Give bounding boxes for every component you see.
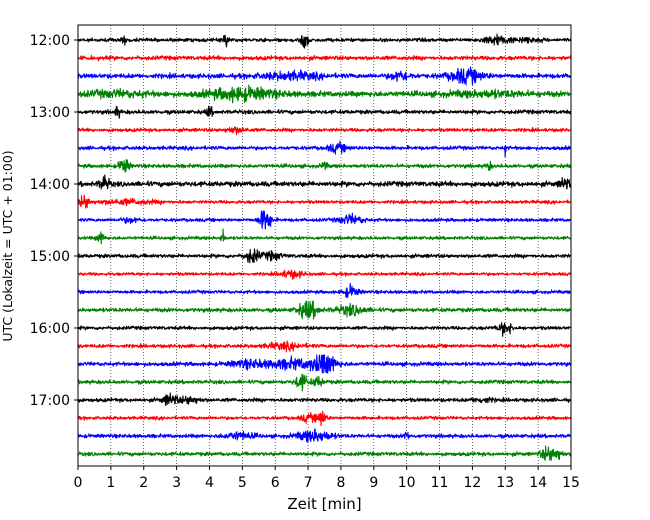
trace-10	[77, 194, 572, 209]
trace-4	[77, 84, 572, 104]
trace-2	[77, 54, 572, 62]
plot-area	[77, 24, 572, 467]
x-tick-label: 13	[496, 475, 514, 491]
x-tick-label: 6	[271, 475, 280, 491]
y-axis-label: UTC (Lokalzeit = UTC + 01:00)	[0, 150, 15, 341]
trace-8	[77, 158, 572, 173]
trace-13	[77, 248, 572, 264]
y-tick-label: 14:00	[30, 177, 70, 193]
x-tick-label: 8	[336, 475, 345, 491]
y-tick-label: 12:00	[30, 33, 70, 49]
trace-5	[77, 105, 572, 119]
x-tick-label: 11	[431, 475, 449, 491]
trace-9	[77, 174, 572, 190]
trace-16	[77, 300, 572, 320]
x-axis: 0 1 2 3 4 5 6 7 8 9 10 11 12 13 14 15	[74, 466, 580, 491]
x-tick-label: 12	[463, 475, 481, 491]
trace-1	[77, 33, 572, 49]
x-tick-label: 0	[74, 475, 83, 491]
trace-23	[77, 428, 572, 444]
x-tick-label: 3	[172, 475, 181, 491]
x-tick-label: 2	[139, 475, 148, 491]
x-tick-label: 15	[562, 475, 580, 491]
x-tick-label: 7	[304, 475, 313, 491]
y-tick-label: 17:00	[30, 393, 70, 409]
y-tick-label: 15:00	[30, 249, 70, 265]
trace-19	[77, 354, 572, 374]
plot-border	[77, 24, 572, 467]
trace-14	[77, 269, 572, 280]
trace-21	[77, 392, 572, 406]
trace-3	[77, 66, 572, 86]
trace-7	[77, 140, 572, 158]
y-tick-label: 13:00	[30, 105, 70, 121]
trace-15	[77, 282, 572, 298]
seismic-traces	[77, 33, 572, 461]
y-axis: 12:00 13:00 14:00 15:00 16:00 17:00	[30, 33, 78, 409]
x-tick-label: 1	[106, 475, 115, 491]
x-tick-label: 14	[529, 475, 547, 491]
x-tick-label: 4	[205, 475, 214, 491]
plot-frame	[78, 25, 571, 466]
trace-12	[77, 228, 572, 245]
trace-18	[77, 340, 572, 353]
trace-11	[77, 210, 572, 230]
x-axis-label: Zeit [min]	[287, 495, 361, 513]
trace-22	[77, 410, 572, 427]
x-tick-label: 5	[238, 475, 247, 491]
x-tick-label: 10	[398, 475, 416, 491]
x-tick-label: 9	[369, 475, 378, 491]
trace-20	[77, 373, 572, 392]
trace-6	[77, 126, 572, 136]
y-tick-label: 16:00	[30, 321, 70, 337]
trace-17	[77, 322, 572, 337]
trace-24	[77, 445, 572, 461]
